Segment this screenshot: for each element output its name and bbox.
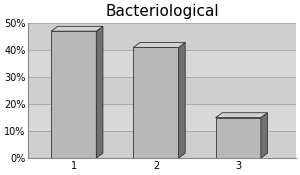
Polygon shape xyxy=(216,118,261,158)
Polygon shape xyxy=(261,113,267,158)
Polygon shape xyxy=(133,47,178,158)
Polygon shape xyxy=(216,113,267,118)
Polygon shape xyxy=(51,31,96,158)
Bar xyxy=(28,77,296,104)
Polygon shape xyxy=(96,26,103,158)
Polygon shape xyxy=(178,43,185,158)
Polygon shape xyxy=(51,26,103,31)
Bar xyxy=(28,131,296,158)
Title: Bacteriological: Bacteriological xyxy=(105,4,219,19)
Bar xyxy=(28,23,296,50)
Polygon shape xyxy=(133,43,185,47)
